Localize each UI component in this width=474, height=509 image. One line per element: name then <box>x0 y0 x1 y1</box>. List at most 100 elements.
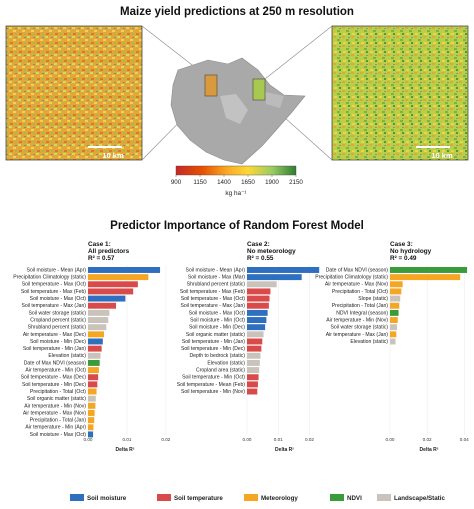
bar-label: Air temperature - Min (Apr) <box>25 425 86 431</box>
case-description: No meteorology <box>247 248 296 255</box>
bar <box>247 295 270 302</box>
bar <box>88 267 161 273</box>
bar <box>88 388 97 395</box>
legend-item: NDVI <box>330 494 362 502</box>
case-label: Case 1: <box>88 241 111 248</box>
bar-label: Precipitation - Total (Jan) <box>30 418 87 424</box>
bar-label: Date of Max NDVI (season) <box>24 360 87 366</box>
case-label: Case 2: <box>247 241 270 248</box>
legend-item: Soil moisture <box>70 494 127 502</box>
colorbar-unit: kg ha⁻¹ <box>225 190 246 197</box>
bar <box>88 367 99 374</box>
bar-label: Air temperature - Min (Oct) <box>25 368 86 374</box>
colorbar-tick-label: 1400 <box>217 179 231 186</box>
colorbar-tick-label: 1650 <box>241 179 255 186</box>
legend-label: Meteorology <box>261 495 298 502</box>
bar <box>88 410 95 416</box>
bar-label: Soil moisture - Max (Oct) <box>30 432 87 438</box>
bar <box>88 395 96 402</box>
colorbar-ticks: 900 1150 1400 1650 1900 2150 <box>171 175 303 186</box>
bar-label: Soil temperature - Mean (Feb) <box>177 382 246 388</box>
map-title: Maize yield predictions at 250 m resolut… <box>120 6 354 18</box>
bar <box>88 338 103 345</box>
bar <box>247 288 271 295</box>
bar-label: Cropland area (static) <box>196 368 245 374</box>
bar <box>88 317 109 323</box>
bar-label: Soil temperature - Max (Feb) <box>21 289 86 295</box>
bar-label: Soil temperature - Min (Jan) <box>23 346 86 352</box>
bar <box>88 324 107 331</box>
legend-label: Landscape/Static <box>394 495 445 502</box>
bar-label: Air temperature - Max (Nov) <box>325 282 388 288</box>
bar <box>247 324 266 331</box>
bar-label: Elevation (static) <box>48 353 86 359</box>
bar-label: Soil moisture - Max (Oct) <box>189 310 246 316</box>
bar <box>390 331 397 338</box>
bar-label: Precipitation - Total (Jan) <box>332 303 389 309</box>
legend: Soil moisture Soil temperature Meteorology… <box>70 494 445 502</box>
right-zoom-extent <box>252 78 266 101</box>
legend-swatch <box>70 494 84 501</box>
bar-label: NDVI Integral (season) <box>336 310 388 316</box>
bar-label: Air temperature - Max (Dec) <box>23 332 86 338</box>
x-tick-label: 0.02 <box>305 437 314 442</box>
bar <box>88 274 149 281</box>
bar <box>247 359 260 366</box>
bar <box>247 352 261 359</box>
colorbar-tick-label: 1150 <box>193 179 207 186</box>
bar-label: Precipitation Climatology (static) <box>13 275 86 281</box>
legend-item: Meteorology <box>244 494 298 502</box>
bar <box>88 295 126 302</box>
legend-label: Soil temperature <box>174 495 223 502</box>
bar <box>390 281 403 288</box>
bar <box>88 381 98 388</box>
bar-label: Precipitation Climatology (static) <box>315 275 388 281</box>
bar <box>247 388 258 395</box>
legend-label: Soil moisture <box>87 495 127 502</box>
bar-label: Elevation (static) <box>350 339 388 345</box>
x-tick-label: 0.02 <box>161 437 170 442</box>
importance-title: Predictor Importance of Random Forest Mo… <box>110 220 364 232</box>
bar-label: Soil organic matter (static) <box>186 332 245 338</box>
bar-label: Soil temperature - Max (Dec) <box>21 375 87 381</box>
bar-label: Soil moisture - Max (Mar) <box>188 275 245 281</box>
bar-label: Air temperature - Min (Nov) <box>24 403 86 409</box>
bar <box>390 302 400 309</box>
bar-label: Soil moisture - Min (Oct) <box>190 317 245 323</box>
bar-label: Soil water storage (static) <box>29 310 87 316</box>
right-scale-label: 10 km <box>431 151 453 160</box>
legend-swatch <box>244 494 258 501</box>
colorbar-tick-label: 2150 <box>289 179 303 186</box>
legend-item: Landscape/Static <box>377 494 445 502</box>
bar <box>390 338 396 345</box>
colorbar-gradient <box>175 165 297 176</box>
x-tick-label: 0.00 <box>84 437 93 442</box>
case-r2: R² = 0.57 <box>88 255 115 262</box>
bar-label: Soil moisture - Mean (Apr) <box>186 267 246 273</box>
bar-label: Elevation (static) <box>207 360 245 366</box>
bar <box>88 309 110 316</box>
x-tick-label: 0.01 <box>274 437 283 442</box>
bar-label: Soil temperature - Max (Oct) <box>181 296 246 302</box>
bar <box>88 417 95 424</box>
bar <box>247 331 264 338</box>
bar <box>247 274 302 281</box>
bar-label: Soil temperature - Max (Feb) <box>180 289 245 295</box>
left-zoom-map: 10 km <box>5 25 143 161</box>
bar <box>88 352 101 359</box>
bar-label: Soil moisture - Mean (Apr) <box>27 267 87 273</box>
bar-label: Soil temperature - Min (Dec) <box>181 346 245 352</box>
x-tick-label: 0.01 <box>122 437 131 442</box>
bar <box>88 424 94 431</box>
bar-label: Shrubland percent (static) <box>28 325 87 331</box>
bar <box>247 374 259 381</box>
bar <box>247 381 258 388</box>
bar-label: Date of Max NDVI (season) <box>326 267 389 273</box>
bar <box>88 402 96 409</box>
bar <box>390 295 401 302</box>
bar-label: Soil organic matter (static) <box>27 396 86 402</box>
bar <box>247 267 320 273</box>
legend-swatch <box>157 494 171 501</box>
